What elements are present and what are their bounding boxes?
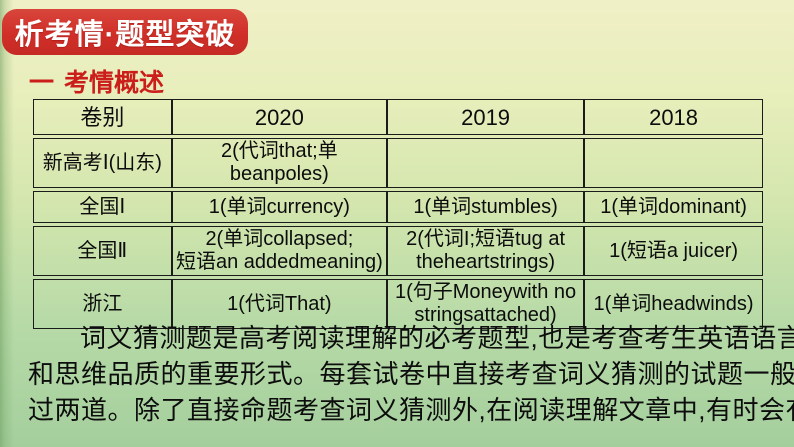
section-heading: 一 考情概述 xyxy=(29,63,164,99)
cell-line: 2(代词that;单beanpoles) xyxy=(221,140,338,185)
row-label: 新高考Ⅰ(山东) xyxy=(33,138,172,188)
table-cell: 1(单词stumbles) xyxy=(387,191,585,223)
cell-line: 1(代词That) xyxy=(227,292,332,315)
cell-line: theheartstrings) xyxy=(416,251,556,273)
cell-line: 1(单词dominant) xyxy=(600,195,747,218)
header-cell-2019: 2019 xyxy=(387,99,585,135)
cell-line: 1(单词currency) xyxy=(208,195,350,218)
table-cell xyxy=(584,138,763,188)
table-cell: 1(单词currency) xyxy=(171,191,388,223)
header-cell-2018: 2018 xyxy=(584,99,763,135)
cell-line: 1(短语a juicer) xyxy=(609,239,739,262)
table-cell: 1(句子Moneywith no stringsattached) xyxy=(387,279,585,329)
cell-line: 2(代词I;短语tug at xyxy=(406,228,566,250)
table-cell: 1(单词dominant) xyxy=(584,191,763,223)
header-cell-2020: 2020 xyxy=(171,99,388,135)
table-cell: 1(单词headwinds) xyxy=(584,279,763,329)
exam-overview-table: 卷别 2020 2019 2018 新高考Ⅰ(山东) 2(代词that;单bea… xyxy=(33,96,763,332)
title-ribbon: 析考情·题型突破 xyxy=(2,9,248,55)
paragraph-line: 和思维品质的重要形式。每套试卷中直接考查词义猜测的试题一般不超 xyxy=(28,359,794,389)
table-row: 浙江 1(代词That) 1(句子Moneywith no stringsatt… xyxy=(33,279,763,329)
cell-line: 1(单词stumbles) xyxy=(413,195,558,218)
table-cell: 2(代词that;单beanpoles) xyxy=(171,138,388,188)
row-label: 全国Ⅱ xyxy=(33,226,172,276)
table-row: 新高考Ⅰ(山东) 2(代词that;单beanpoles) xyxy=(33,138,763,188)
cell-line: stringsattached) xyxy=(414,304,557,326)
paragraph-line: 过两道。除了直接命题考查词义猜测外,在阅读理解文章中,有时会有一些 xyxy=(28,395,794,425)
table-header-row: 卷别 2020 2019 2018 xyxy=(33,99,763,135)
cell-line: 1(句子Moneywith no xyxy=(394,281,577,303)
row-label: 全国Ⅰ xyxy=(33,191,172,223)
table-cell: 2(单词collapsed; 短语an addedmeaning) xyxy=(171,226,388,276)
section-number: 一 xyxy=(29,69,55,97)
table-cell xyxy=(387,138,585,188)
table-row: 全国Ⅰ 1(单词currency) 1(单词stumbles) 1(单词domi… xyxy=(33,191,763,223)
body-paragraph: 词义猜测题是高考阅读理解的必考题型,也是考查考生英语语言能力 和思维品质的重要形… xyxy=(28,320,794,428)
cell-line: 短语an addedmeaning) xyxy=(175,251,383,273)
cell-line: 1(单词headwinds) xyxy=(593,292,754,315)
header-cell-paper: 卷别 xyxy=(33,99,172,135)
table-cell: 1(代词That) xyxy=(171,279,388,329)
table-row: 全国Ⅱ 2(单词collapsed; 短语an addedmeaning) 2(… xyxy=(33,226,763,276)
table-cell: 2(代词I;短语tug at theheartstrings) xyxy=(387,226,585,276)
paragraph-line: 词义猜测题是高考阅读理解的必考题型,也是考查考生英语语言能力 xyxy=(80,323,794,353)
table-cell: 1(短语a juicer) xyxy=(584,226,763,276)
slide-title: 析考情·题型突破 xyxy=(14,19,236,51)
row-label: 浙江 xyxy=(33,279,172,329)
cell-line: 2(单词collapsed; xyxy=(205,228,354,250)
section-title: 考情概述 xyxy=(64,69,165,97)
